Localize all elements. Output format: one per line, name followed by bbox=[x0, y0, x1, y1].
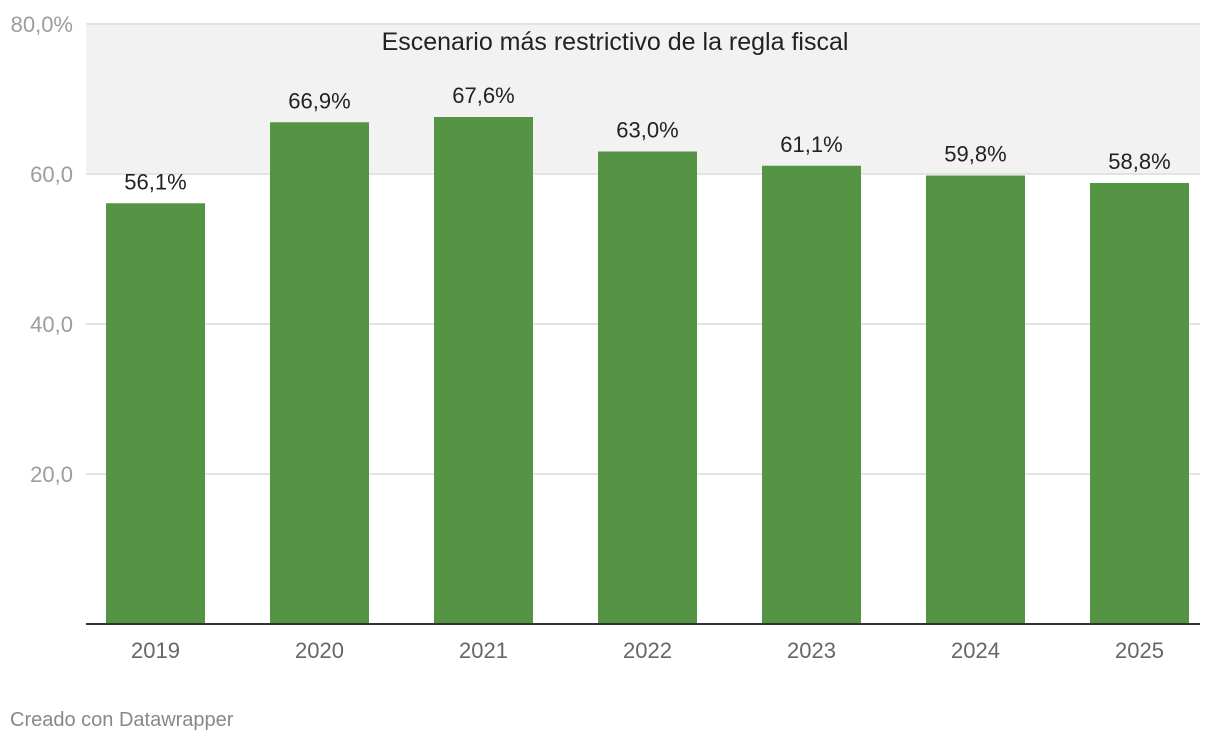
x-tick-label: 2022 bbox=[623, 638, 672, 663]
bar-2025 bbox=[1090, 183, 1189, 624]
y-tick-label: 40,0 bbox=[30, 312, 73, 337]
data-label: 58,8% bbox=[1108, 149, 1170, 174]
bar-2024 bbox=[926, 175, 1025, 624]
x-tick-label: 2023 bbox=[787, 638, 836, 663]
data-label: 63,0% bbox=[616, 118, 678, 143]
x-tick-label: 2019 bbox=[131, 638, 180, 663]
x-tick-label: 2024 bbox=[951, 638, 1000, 663]
bar-2021 bbox=[434, 117, 533, 624]
x-tick-label: 2021 bbox=[459, 638, 508, 663]
data-label: 56,1% bbox=[124, 169, 186, 194]
credit-text: Creado con Datawrapper bbox=[10, 709, 234, 731]
highlight-range-label: Escenario más restrictivo de la regla fi… bbox=[382, 28, 849, 56]
y-tick-label: 20,0 bbox=[30, 462, 73, 487]
data-label: 66,9% bbox=[288, 88, 350, 113]
x-tick-label: 2020 bbox=[295, 638, 344, 663]
data-label: 59,8% bbox=[944, 142, 1006, 167]
data-label: 61,1% bbox=[780, 132, 842, 157]
bar-2023 bbox=[762, 165, 861, 624]
y-tick-label: 80,0% bbox=[11, 12, 73, 37]
bar-2019 bbox=[106, 203, 205, 624]
data-label: 67,6% bbox=[452, 83, 514, 108]
bar-2020 bbox=[270, 122, 369, 624]
bar-2022 bbox=[598, 151, 697, 624]
x-tick-label: 2025 bbox=[1115, 638, 1164, 663]
y-tick-label: 60,0 bbox=[30, 162, 73, 187]
